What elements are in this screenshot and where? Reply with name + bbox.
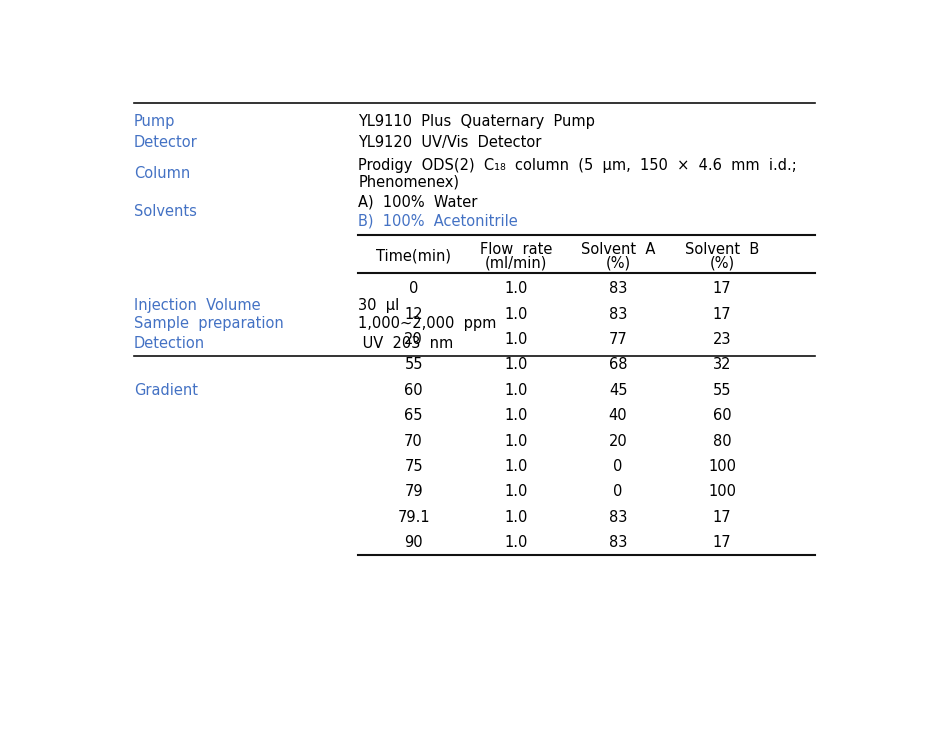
Text: 17: 17 [713, 307, 732, 322]
Text: 100: 100 [708, 485, 736, 500]
Text: Detection: Detection [133, 336, 205, 351]
Text: Solvent  B: Solvent B [685, 242, 759, 257]
Text: 83: 83 [609, 282, 627, 297]
Text: 1.0: 1.0 [505, 408, 528, 423]
Text: (%): (%) [606, 255, 631, 270]
Text: 70: 70 [405, 434, 423, 449]
Text: 0: 0 [613, 485, 623, 500]
Text: 83: 83 [609, 510, 627, 525]
Text: 23: 23 [713, 332, 732, 347]
Text: 60: 60 [405, 383, 423, 398]
Text: 65: 65 [405, 408, 423, 423]
Text: 100: 100 [708, 459, 736, 474]
Text: Solvent  A: Solvent A [581, 242, 656, 257]
Text: Flow  rate: Flow rate [480, 242, 553, 257]
Text: 0: 0 [409, 282, 419, 297]
Text: 40: 40 [608, 408, 628, 423]
Text: Pump: Pump [133, 114, 175, 129]
Text: (%): (%) [709, 255, 734, 270]
Text: 1.0: 1.0 [505, 485, 528, 500]
Text: 55: 55 [405, 357, 423, 372]
Text: Time(min): Time(min) [376, 249, 451, 264]
Text: 1,000~2,000  ppm: 1,000~2,000 ppm [358, 316, 496, 331]
Text: 1.0: 1.0 [505, 332, 528, 347]
Text: Detector: Detector [133, 136, 197, 151]
Text: (ml/min): (ml/min) [485, 255, 547, 270]
Text: Phenomenex): Phenomenex) [358, 175, 459, 189]
Text: B)  100%  Acetonitrile: B) 100% Acetonitrile [358, 214, 518, 229]
Text: 20: 20 [608, 434, 628, 449]
Text: UV  203  nm: UV 203 nm [358, 336, 454, 351]
Text: 1.0: 1.0 [505, 383, 528, 398]
Text: 83: 83 [609, 535, 627, 550]
Text: 32: 32 [713, 357, 732, 372]
Text: YL9110  Plus  Quaternary  Pump: YL9110 Plus Quaternary Pump [358, 114, 595, 129]
Text: Prodigy  ODS(2)  C₁₈  column  (5  μm,  150  ×  4.6  mm  i.d.;: Prodigy ODS(2) C₁₈ column (5 μm, 150 × 4… [358, 158, 797, 173]
Text: 17: 17 [713, 282, 732, 297]
Text: YL9120  UV/Vis  Detector: YL9120 UV/Vis Detector [358, 136, 542, 151]
Text: 12: 12 [405, 307, 423, 322]
Text: 60: 60 [713, 408, 732, 423]
Text: A)  100%  Water: A) 100% Water [358, 195, 478, 210]
Text: 20: 20 [405, 332, 423, 347]
Text: 79: 79 [405, 485, 423, 500]
Text: 1.0: 1.0 [505, 510, 528, 525]
Text: 83: 83 [609, 307, 627, 322]
Text: 0: 0 [613, 459, 623, 474]
Text: 68: 68 [609, 357, 627, 372]
Text: 17: 17 [713, 510, 732, 525]
Text: 1.0: 1.0 [505, 307, 528, 322]
Text: 1.0: 1.0 [505, 459, 528, 474]
Text: 45: 45 [609, 383, 627, 398]
Text: 79.1: 79.1 [397, 510, 430, 525]
Text: Column: Column [133, 166, 190, 181]
Text: 75: 75 [405, 459, 423, 474]
Text: 80: 80 [713, 434, 732, 449]
Text: Solvents: Solvents [133, 204, 196, 219]
Text: 1.0: 1.0 [505, 282, 528, 297]
Text: 30  μl: 30 μl [358, 298, 399, 313]
Text: Gradient: Gradient [133, 383, 197, 398]
Text: 1.0: 1.0 [505, 357, 528, 372]
Text: Injection  Volume: Injection Volume [133, 298, 260, 313]
Text: 90: 90 [405, 535, 423, 550]
Text: Sample  preparation: Sample preparation [133, 316, 283, 331]
Text: 17: 17 [713, 535, 732, 550]
Text: 1.0: 1.0 [505, 535, 528, 550]
Text: 55: 55 [713, 383, 732, 398]
Text: 77: 77 [608, 332, 628, 347]
Text: 1.0: 1.0 [505, 434, 528, 449]
